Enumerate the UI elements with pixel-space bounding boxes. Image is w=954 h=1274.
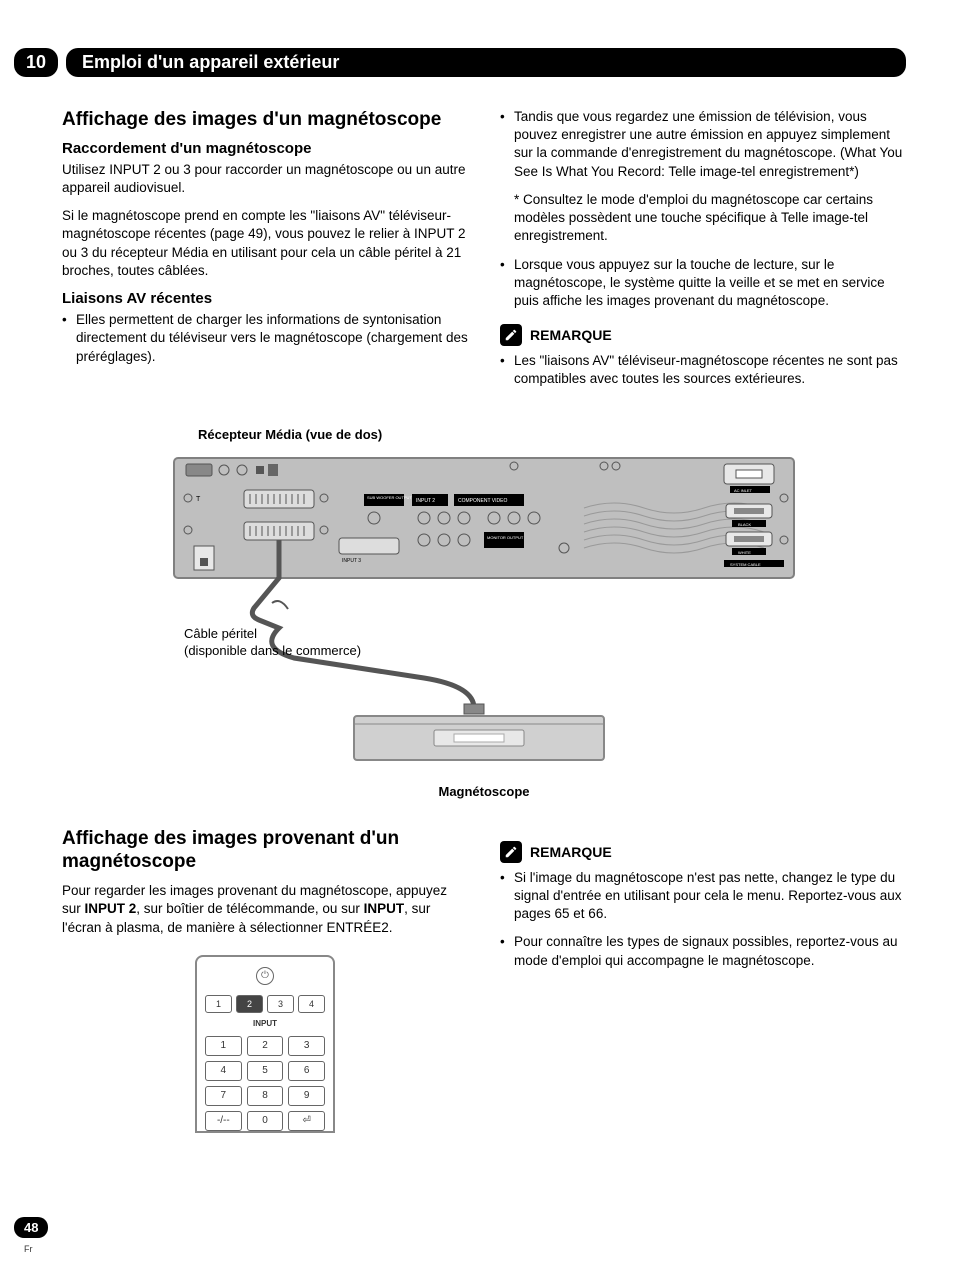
bottom-left-column: Affichage des images provenant d'un magn… [62,827,468,1133]
svg-text:BLACK: BLACK [738,522,751,527]
bottom-columns: Affichage des images provenant d'un magn… [62,827,906,1133]
remote-illustration: ⏻ 1 2 3 4 INPUT 1 2 3 4 5 [62,955,468,1133]
remote-input-row: 1 2 3 4 [205,995,325,1013]
heading-affichage-images: Affichage des images d'un magnétoscope [62,108,468,132]
bullet-list-right: Tandis que vous regardez une émission de… [500,108,906,181]
remote-input-label: INPUT [205,1019,325,1028]
key-5: 5 [247,1061,284,1081]
svg-text:SYSTEM CABLE: SYSTEM CABLE [730,562,761,567]
cable-label-line2: (disponible dans le commerce) [184,643,361,658]
remote-input-1: 1 [205,995,232,1013]
key-2: 2 [247,1036,284,1056]
key-dash: -/-- [205,1111,242,1131]
remarque-list-1: Les "liaisons AV" téléviseur-magnétoscop… [500,352,906,388]
page-language: Fr [24,1244,33,1254]
section-header: 10 Emploi d'un appareil extérieur [14,48,906,77]
pencil-icon [500,324,522,346]
heading-liaisons-av: Liaisons AV récentes [62,290,468,307]
key-4: 4 [205,1061,242,1081]
svg-text:AC INLET: AC INLET [734,488,753,493]
cable-label: Câble péritel (disponible dans le commer… [184,626,361,660]
heading-raccordement: Raccordement d'un magnétoscope [62,140,468,157]
svg-text:COMPONENT VIDEO: COMPONENT VIDEO [458,498,507,504]
remote-power-row: ⏻ [205,967,325,985]
bullet-list-right-2: Lorsque vous appuyez sur la touche de le… [500,256,906,311]
key-0: 0 [247,1111,284,1131]
svg-text:T: T [196,496,201,503]
remote-keypad: 1 2 3 4 5 6 7 8 9 -/-- 0 ⏎ [205,1036,325,1131]
remarque-label-2: REMARQUE [530,844,612,860]
key-3: 3 [288,1036,325,1056]
remarque-item-types: Pour connaître les types de signaux poss… [500,933,906,969]
svg-text:WHITE: WHITE [738,550,751,555]
remarque-list-2: Si l'image du magnétoscope n'est pas net… [500,869,906,970]
left-column: Affichage des images d'un magnétoscope R… [62,108,468,399]
bullet-playback: Lorsque vous appuyez sur la touche de le… [500,256,906,311]
key-7: 7 [205,1086,242,1106]
pencil-icon [500,841,522,863]
bold-input: INPUT [364,901,405,916]
bottom-right-column: REMARQUE Si l'image du magnétoscope n'es… [500,827,906,1133]
remarque-header-1: REMARQUE [500,324,906,346]
key-enter: ⏎ [288,1111,325,1131]
key-9: 9 [288,1086,325,1106]
page-number-badge: 48 [14,1217,48,1238]
remote-input-2: 2 [236,995,263,1013]
svg-text:SUB WOOFER OUTPUT: SUB WOOFER OUTPUT [367,495,412,500]
bullet-list-liaisons: Elles permettent de charger les informat… [62,311,468,366]
footnote-wysiwyr: * Consultez le mode d'emploi du magnétos… [500,191,906,246]
remote-input-3: 3 [267,995,294,1013]
vcr-label: Magnétoscope [164,784,804,799]
svg-text:INPUT 2: INPUT 2 [416,498,435,504]
remote-control: ⏻ 1 2 3 4 INPUT 1 2 3 4 5 [195,955,335,1133]
bullet-wysiwyr: Tandis que vous regardez une émission de… [500,108,906,181]
svg-text:MONITOR OUTPUT: MONITOR OUTPUT [487,535,524,540]
remote-input-4: 4 [298,995,325,1013]
remarque-item-signal: Si l'image du magnétoscope n'est pas net… [500,869,906,924]
right-column: Tandis que vous regardez une émission de… [500,108,906,399]
key-6: 6 [288,1061,325,1081]
paragraph-input23: Utilisez INPUT 2 ou 3 pour raccorder un … [62,161,468,197]
paragraph-liaisons-scart: Si le magnétoscope prend en compte les "… [62,207,468,280]
top-columns: Affichage des images d'un magnétoscope R… [62,108,906,399]
remarque-header-2: REMARQUE [500,841,906,863]
bold-input2: INPUT 2 [85,901,137,916]
section-title: Emploi d'un appareil extérieur [66,48,906,77]
cable-label-line1: Câble péritel [184,626,257,641]
receiver-vcr-svg: T SUB WOOFER OUTPUT INPUT 2 [164,448,804,778]
remarque-item-compat: Les "liaisons AV" téléviseur-magnétoscop… [500,352,906,388]
paragraph-input-select: Pour regarder les images provenant du ma… [62,882,468,937]
page-content: Affichage des images d'un magnétoscope R… [62,108,906,1133]
bullet-syntonisation: Elles permettent de charger les informat… [62,311,468,366]
connection-diagram: Récepteur Média (vue de dos) T [62,427,906,799]
remarque-label-1: REMARQUE [530,327,612,343]
key-8: 8 [247,1086,284,1106]
svg-text:INPUT 3: INPUT 3 [342,558,361,564]
power-icon: ⏻ [256,967,274,985]
section-number-badge: 10 [14,48,58,77]
diagram-title: Récepteur Média (vue de dos) [198,427,906,442]
key-1: 1 [205,1036,242,1056]
heading-affichage-provenant: Affichage des images provenant d'un magn… [62,827,468,875]
